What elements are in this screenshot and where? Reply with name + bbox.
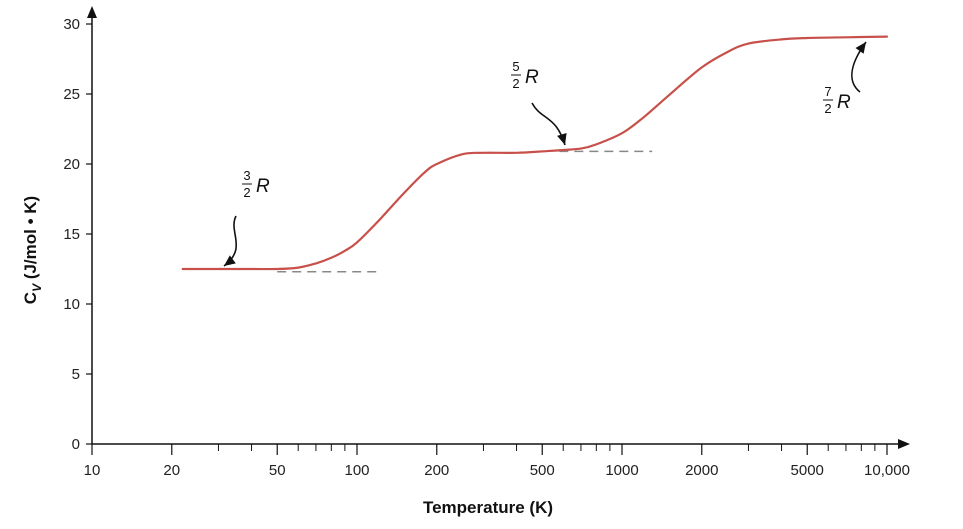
y-tick-label: 20 (63, 156, 80, 173)
x-tick-label: 500 (530, 462, 555, 479)
y-axis-title-main: C (21, 292, 40, 304)
x-tick-label: 200 (424, 462, 449, 479)
annotations: 32 R52 R72 R (223, 41, 867, 267)
annotation-5-over-2-r: 5 2 R (511, 59, 567, 146)
y-tick-label: 30 (63, 16, 80, 33)
y-tick-label: 5 (72, 366, 80, 383)
y-tick-label: 25 (63, 86, 80, 103)
x-tick-label: 50 (269, 462, 286, 479)
x-tick-label: 5000 (791, 462, 824, 479)
annotation-3-over-2-r: 3 2 R (223, 168, 270, 267)
y-tick-label: 10 (63, 296, 80, 313)
fraction-denominator: 2 (512, 76, 519, 91)
annotation-7-over-2-r: 7 2 R (823, 41, 867, 116)
reference-lines (277, 150, 653, 273)
y-tick-label: 0 (72, 436, 80, 453)
gas-constant-symbol: R (525, 67, 539, 88)
y-axis-title-sub: V (30, 283, 44, 292)
y-tick-label: 15 (63, 226, 80, 243)
x-tick-label: 2000 (685, 462, 718, 479)
series-line (181, 35, 889, 271)
x-tick-label: 10,000 (864, 462, 910, 479)
x-tick-label: 10 (84, 462, 101, 479)
fraction-denominator: 2 (243, 185, 250, 200)
gas-constant-symbol: R (837, 92, 851, 113)
annotation-arrowhead (224, 255, 236, 266)
fraction-numerator: 5 (512, 59, 519, 74)
x-axis-title: Temperature (K) (423, 498, 553, 517)
y-axis-title: CV (J/mol • K) (21, 196, 44, 304)
gas-constant-symbol: R (256, 176, 270, 197)
x-tick-label: 100 (344, 462, 369, 479)
x-tick-label: 20 (163, 462, 180, 479)
x-tick-label: 1000 (605, 462, 638, 479)
fraction-numerator: 3 (243, 168, 250, 183)
plot-area (181, 35, 889, 271)
annotation-arrowhead (855, 42, 866, 54)
y-axis-arrow (87, 6, 97, 18)
fraction-numerator: 7 (824, 84, 831, 99)
fraction-denominator: 2 (824, 101, 831, 116)
x-axis-arrow (898, 439, 910, 449)
y-axis-title-rest: (J/mol • K) (21, 196, 40, 284)
annotation-arrowhead (557, 133, 567, 145)
